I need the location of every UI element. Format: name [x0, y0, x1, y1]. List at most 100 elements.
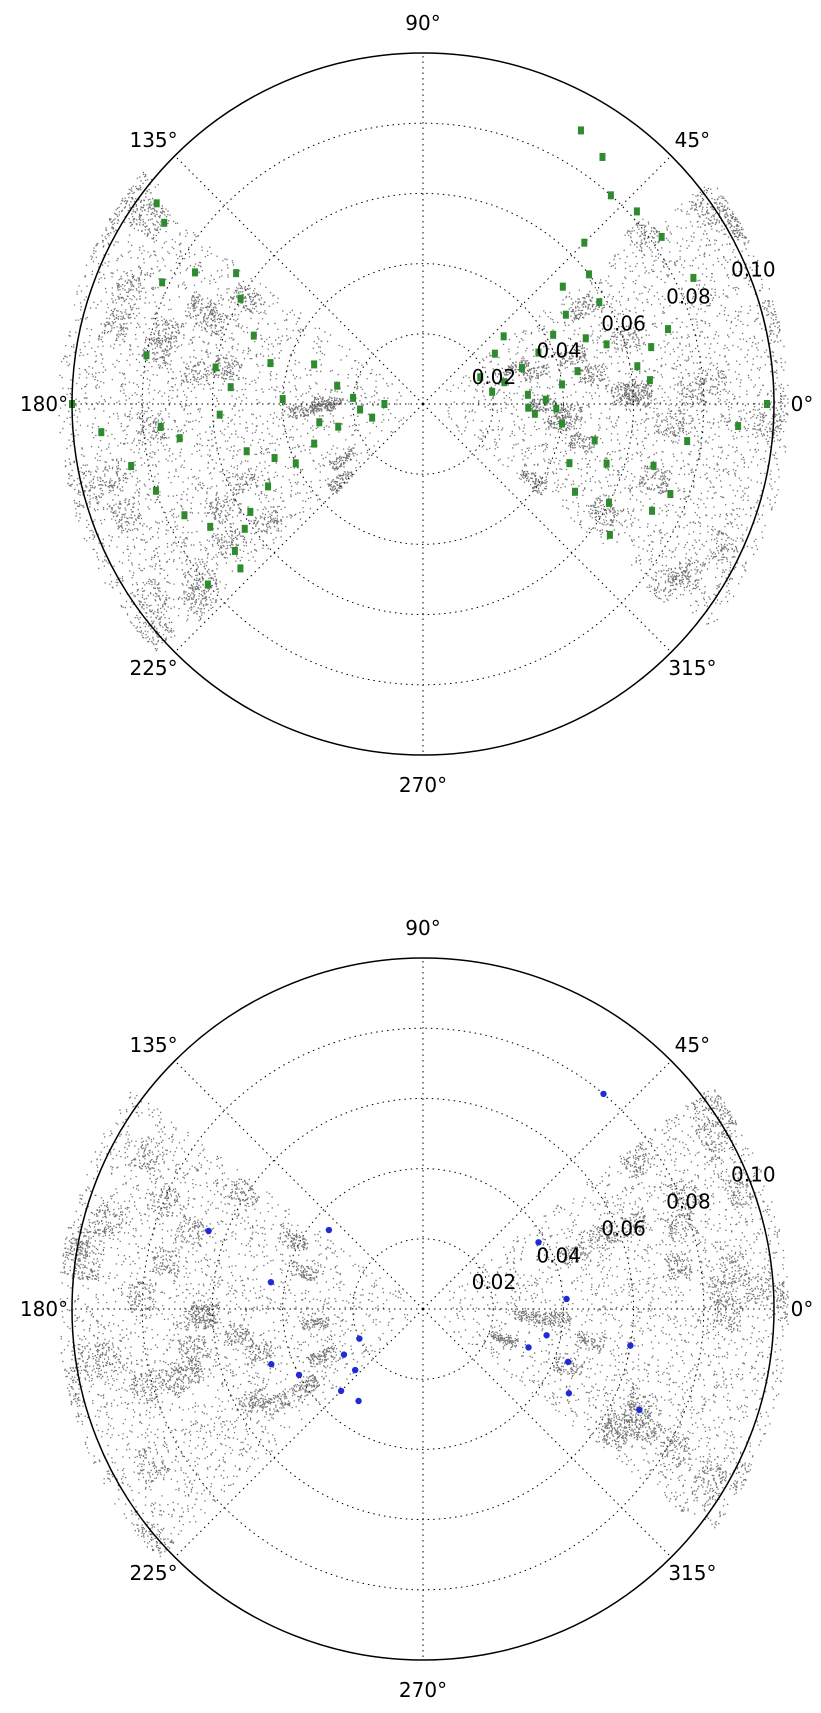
- data-point: [582, 334, 589, 343]
- grid-spoke: [422, 403, 672, 653]
- data-point: [566, 459, 573, 468]
- data-point: [311, 360, 318, 369]
- data-point: [763, 400, 770, 408]
- data-point: [316, 418, 323, 427]
- r-tick-label: 0.10: [731, 258, 776, 282]
- data-point: [350, 393, 357, 402]
- data-point: [192, 268, 199, 277]
- data-point: [157, 422, 164, 431]
- data-point: [648, 343, 655, 352]
- data-point: [525, 1344, 532, 1351]
- data-point: [603, 459, 610, 468]
- theta-tick-label: 45°: [675, 1033, 710, 1057]
- grid-spoke: [174, 1060, 424, 1310]
- data-point: [231, 546, 238, 555]
- theta-tick-label: 225°: [129, 1561, 177, 1585]
- data-point: [665, 325, 672, 334]
- data-point: [571, 487, 578, 496]
- data-point: [606, 530, 613, 539]
- data-point: [176, 434, 183, 443]
- data-point: [357, 405, 364, 414]
- grid-circle: [282, 1168, 564, 1450]
- data-point: [525, 403, 532, 412]
- theta-tick-label: 0°: [791, 392, 814, 416]
- data-point: [268, 1361, 275, 1368]
- data-point: [205, 1227, 212, 1235]
- data-point: [585, 270, 592, 279]
- data-point: [279, 395, 286, 404]
- r-tick-label: 0.08: [666, 1190, 711, 1214]
- data-point: [550, 330, 557, 339]
- data-point: [543, 1332, 550, 1339]
- data-point: [204, 580, 211, 589]
- data-point: [600, 1090, 607, 1098]
- grid-spoke: [174, 403, 424, 653]
- data-point: [159, 278, 166, 287]
- data-point: [564, 1358, 572, 1366]
- grid-spoke: [422, 1060, 672, 1310]
- data-point: [667, 490, 674, 499]
- r-tick-label: 0.04: [536, 338, 581, 362]
- grid-circle: [352, 333, 494, 475]
- data-point: [271, 454, 278, 463]
- data-point: [181, 511, 188, 520]
- theta-tick-label: 135°: [129, 1033, 177, 1057]
- data-point: [524, 390, 531, 399]
- data-point: [518, 363, 525, 372]
- data-point: [325, 1226, 333, 1234]
- theta-tick-label: 90°: [405, 11, 440, 35]
- data-point: [658, 232, 665, 241]
- theta-tick-label: 45°: [675, 128, 710, 152]
- data-point: [128, 462, 135, 471]
- data-point: [553, 404, 560, 413]
- data-point: [340, 1351, 348, 1358]
- theta-tick-label: 315°: [668, 656, 716, 680]
- data-point: [562, 310, 569, 319]
- grid-spoke: [422, 1308, 672, 1558]
- data-point: [577, 126, 584, 135]
- r-tick-label: 0.10: [731, 1163, 776, 1187]
- r-tick-label: 0.06: [601, 311, 646, 335]
- series-markers: [205, 1090, 643, 1414]
- polar-frame: [71, 52, 775, 756]
- data-point: [535, 348, 542, 357]
- theta-tick-label: 315°: [668, 1561, 716, 1585]
- data-point: [243, 447, 250, 456]
- theta-tick-label: 180°: [20, 392, 68, 416]
- data-point: [356, 1335, 363, 1342]
- data-point: [646, 376, 653, 385]
- data-point: [636, 1406, 643, 1414]
- data-point: [501, 378, 508, 387]
- data-point: [649, 506, 656, 515]
- data-point: [227, 383, 234, 392]
- data-point: [292, 459, 299, 468]
- data-point: [152, 486, 159, 495]
- data-point: [212, 363, 219, 372]
- grid-spoke: [174, 1308, 424, 1558]
- grid-circle: [211, 192, 635, 616]
- data-point: [153, 199, 160, 208]
- series-markers: [69, 126, 770, 589]
- data-point: [491, 349, 498, 358]
- data-point: [265, 482, 272, 491]
- data-point: [690, 273, 697, 282]
- theta-tick-label: 180°: [20, 1297, 68, 1321]
- data-point: [684, 437, 691, 446]
- data-point: [650, 461, 657, 470]
- data-point: [237, 294, 244, 303]
- grid-circle: [211, 1097, 635, 1521]
- r-tick-label: 0.02: [472, 365, 517, 389]
- r-tick-label: 0.04: [536, 1243, 581, 1267]
- data-point: [559, 282, 566, 291]
- grid-circle: [282, 263, 564, 545]
- data-point: [596, 298, 603, 307]
- background-galaxy-dots: [58, 171, 789, 652]
- data-point: [207, 522, 214, 531]
- data-point: [489, 387, 496, 396]
- data-point: [735, 422, 742, 431]
- data-point: [535, 1239, 542, 1246]
- data-point: [337, 1387, 345, 1395]
- theta-tick-label: 135°: [129, 128, 177, 152]
- grid-spoke: [422, 155, 672, 405]
